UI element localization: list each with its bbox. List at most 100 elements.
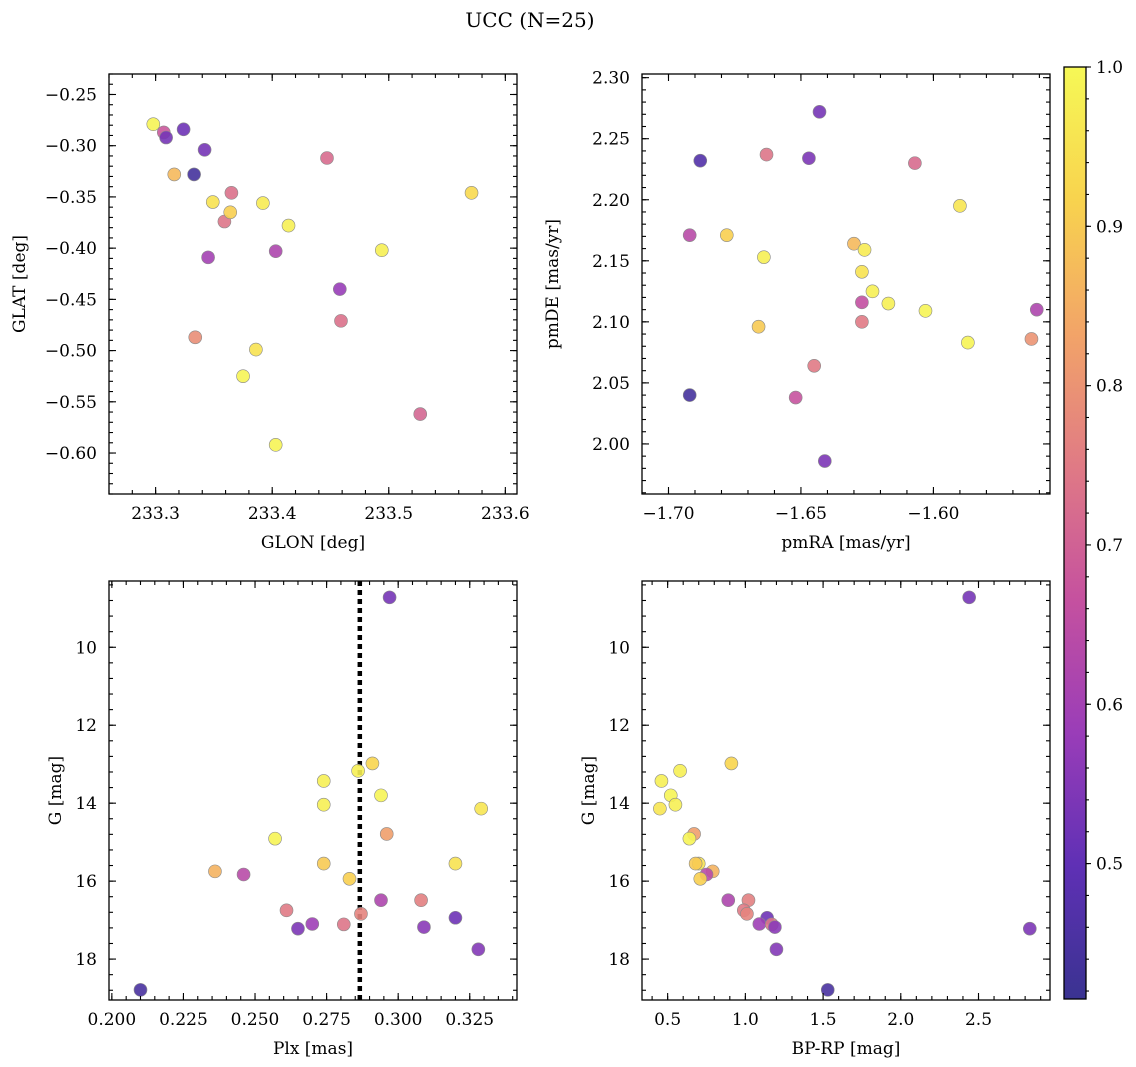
point-plx-g-11 (208, 864, 222, 879)
point-plx-g-7 (379, 827, 394, 841)
point-bprp-g-8 (682, 831, 697, 846)
point-pmra-pmde-3 (802, 151, 816, 166)
point-plx-g-15 (414, 893, 428, 908)
point-glon-glat-22 (236, 369, 250, 383)
point-glon-glat-11 (256, 196, 270, 210)
point-plx-g-10 (316, 856, 331, 871)
panels: 233.3 233.4 233.5 233.6 −0.25 −0.30 −0.35 −0.40… (10, 69, 1051, 1059)
colorbar-gradient (1064, 67, 1086, 999)
point-bprp-g-13 (693, 871, 708, 886)
point-bprp-g-17 (740, 907, 754, 921)
point-plx-g-24 (133, 983, 148, 997)
point-pmra-pmde-14 (881, 296, 896, 311)
y-tick-label: 2.15 (592, 252, 630, 272)
x-tick-label: 2.5 (965, 1010, 992, 1030)
point-bprp-g-19 (752, 917, 767, 931)
y-tick-label: −0.40 (45, 239, 97, 259)
point-glon-glat-12 (281, 218, 296, 233)
point-plx-g-1 (351, 764, 365, 778)
y-tick-label: 10 (608, 638, 630, 658)
axes-frame (641, 73, 1051, 495)
point-pmra-pmde-13 (855, 295, 869, 310)
point-plx-g-13 (342, 871, 357, 886)
x-tick-label: 1.5 (810, 1010, 837, 1030)
point-plx-g-14 (374, 893, 388, 908)
point-glon-glat-23 (413, 407, 428, 421)
y-axis-label: G [mag] (46, 756, 66, 825)
point-pmra-pmde-15 (918, 304, 933, 318)
point-pmra-pmde-19 (961, 335, 975, 350)
point-pmra-pmde-1 (693, 153, 708, 168)
y-axis-label: G [mag] (579, 756, 599, 825)
point-pmra-pmde-20 (1024, 332, 1039, 346)
point-bprp-g-24 (820, 983, 835, 997)
axes-frame (108, 73, 518, 495)
point-plx-g-9 (448, 856, 463, 871)
point-glon-glat-5 (187, 167, 201, 182)
point-plx-g-3 (316, 774, 331, 788)
point-plx-g-0 (382, 590, 397, 605)
x-tick-label: 233.3 (131, 504, 180, 524)
panel-bprp-g: 0.5 1.0 1.5 2.0 2.5 10 12 14 16 18 BP-RP [mag] G [m… (579, 580, 1051, 1059)
panel-pmra-pmde: −1.70 −1.65 −1.60 2.00 2.05 2.10 2.15 2.20 2.25 2… (543, 69, 1051, 553)
y-tick-label: 14 (75, 794, 97, 814)
point-plx-g-18 (448, 910, 463, 925)
colorbar-tick-label: 0.9 (1096, 217, 1123, 237)
point-bprp-g-1 (673, 764, 687, 778)
point-pmra-pmde-12 (865, 284, 880, 299)
y-tick-label: 16 (608, 872, 630, 892)
point-bprp-g-2 (724, 756, 739, 771)
colorbar-tick-label: 0.7 (1096, 536, 1123, 556)
point-glon-glat-19 (464, 186, 479, 200)
point-pmra-pmde-18 (855, 315, 869, 329)
point-pmra-pmde-4 (908, 156, 922, 170)
point-plx-g-2 (365, 756, 380, 771)
y-tick-label: 2.25 (592, 130, 630, 150)
point-pmra-pmde-10 (857, 243, 872, 257)
point-pmra-pmde-2 (759, 147, 774, 162)
y-tick-label: −0.50 (45, 342, 97, 362)
x-tick-label: 0.225 (159, 1010, 208, 1030)
x-axis-label: BP-RP [mag] (792, 1039, 901, 1059)
point-glon-glat-9 (224, 186, 239, 200)
y-tick-label: 10 (75, 638, 97, 658)
point-pmra-pmde-0 (812, 105, 827, 119)
x-tick-label: 0.250 (231, 1010, 280, 1030)
x-axis-label: GLON [deg] (261, 533, 365, 553)
y-tick-label: 12 (608, 716, 630, 736)
point-glon-glat-2 (159, 130, 173, 145)
point-bprp-g-0 (962, 590, 976, 605)
point-pmra-pmde-5 (953, 199, 967, 213)
y-tick-label: 2.10 (592, 313, 630, 333)
x-tick-label: 0.325 (445, 1010, 494, 1030)
figure-title: UCC (N=25) (465, 8, 594, 32)
point-glon-glat-14 (268, 244, 283, 259)
point-pmra-pmde-16 (1029, 302, 1044, 317)
x-tick-label: 2.0 (887, 1010, 914, 1030)
y-axis-label: GLAT [deg] (10, 235, 30, 333)
point-plx-g-23 (471, 942, 486, 957)
point-glon-glat-6 (197, 143, 212, 157)
y-tick-label: 2.30 (592, 69, 630, 89)
x-axis-label: Plx [mas] (273, 1039, 353, 1059)
colorbar-frame (1063, 66, 1087, 1000)
x-tick-label: −1.70 (642, 504, 694, 524)
point-glon-glat-24 (268, 438, 283, 452)
x-tick-label: −1.65 (775, 504, 827, 524)
x-tick-label: 0.300 (374, 1010, 423, 1030)
point-pmra-pmde-11 (855, 264, 869, 279)
point-pmra-pmde-8 (757, 250, 771, 264)
point-bprp-g-10 (688, 856, 703, 871)
axes-frame (108, 580, 518, 1001)
y-tick-label: 14 (608, 794, 630, 814)
y-tick-label: 18 (608, 950, 630, 970)
point-plx-g-22 (291, 921, 305, 936)
point-bprp-g-3 (654, 774, 669, 788)
point-pmra-pmde-9 (847, 236, 861, 251)
colorbar-tick-label: 0.5 (1096, 855, 1123, 875)
y-tick-label: −0.60 (45, 444, 97, 464)
point-pmra-pmde-24 (818, 454, 832, 468)
colorbar: 0.5 0.6 0.7 0.8 0.9 1.0 (1063, 58, 1123, 1000)
x-tick-label: 1.0 (732, 1010, 759, 1030)
